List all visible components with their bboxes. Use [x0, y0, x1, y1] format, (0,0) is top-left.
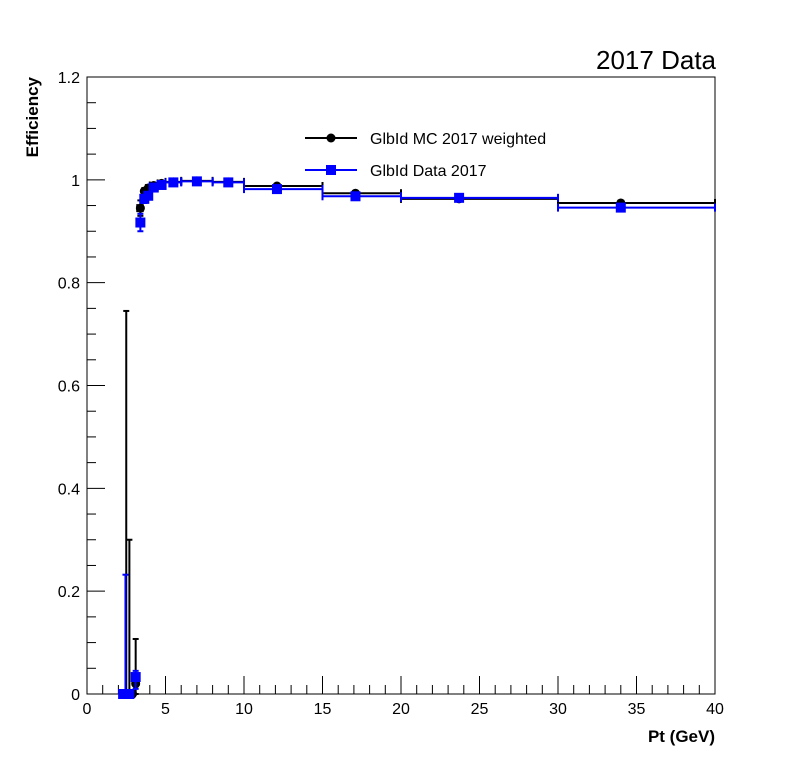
x-tick-label: 20 [392, 701, 410, 718]
data-point [454, 192, 465, 203]
x-tick-label: 0 [83, 701, 92, 718]
x-axis-title: Pt (GeV) [648, 727, 715, 746]
x-tick-label: 5 [161, 701, 170, 718]
legend-label-mc: GlbId MC 2017 weighted [370, 131, 546, 148]
legend-label-data: GlbId Data 2017 [370, 163, 487, 180]
data-point [135, 217, 146, 228]
legend-marker-mc [326, 133, 336, 143]
data-point [130, 672, 141, 683]
data-point [191, 176, 202, 187]
data-point [135, 203, 145, 213]
y-tick-label: 0 [71, 687, 80, 704]
data-point [148, 182, 159, 193]
y-tick-label: 0.2 [58, 584, 80, 601]
data-point [143, 190, 154, 201]
axis-ticks: 0 5 10 15 20 25 30 35 40 0 0.2 0.4 0.6 0.8 1 1.2 [58, 70, 724, 718]
x-tick-label: 15 [314, 701, 332, 718]
y-axis-title: Efficiency [23, 76, 42, 157]
data-point [615, 202, 626, 213]
data-point [156, 179, 167, 190]
legend: GlbId MC 2017 weighted GlbId Data 2017 [305, 131, 546, 180]
x-tick-label: 10 [235, 701, 253, 718]
data-point [223, 177, 234, 188]
chart-title: 2017 Data [596, 45, 717, 75]
y-tick-label: 0.4 [58, 481, 80, 498]
x-tick-label: 25 [471, 701, 489, 718]
data-point [271, 184, 282, 195]
legend-marker-data [326, 165, 336, 175]
y-tick-label: 1 [71, 173, 80, 190]
x-tick-label: 30 [549, 701, 567, 718]
x-tick-label: 35 [628, 701, 646, 718]
legend-entry-mc: GlbId MC 2017 weighted [305, 131, 546, 148]
y-tick-label: 1.2 [58, 70, 80, 87]
data-point [168, 177, 179, 188]
series-data [118, 176, 716, 699]
series-mc [120, 176, 716, 699]
y-tick-label: 0.8 [58, 276, 80, 293]
y-tick-label: 0.6 [58, 379, 80, 396]
series-layer [118, 176, 716, 699]
legend-entry-data: GlbId Data 2017 [305, 163, 487, 180]
data-point [124, 689, 135, 699]
x-tick-label: 40 [706, 701, 724, 718]
data-point [350, 191, 361, 202]
